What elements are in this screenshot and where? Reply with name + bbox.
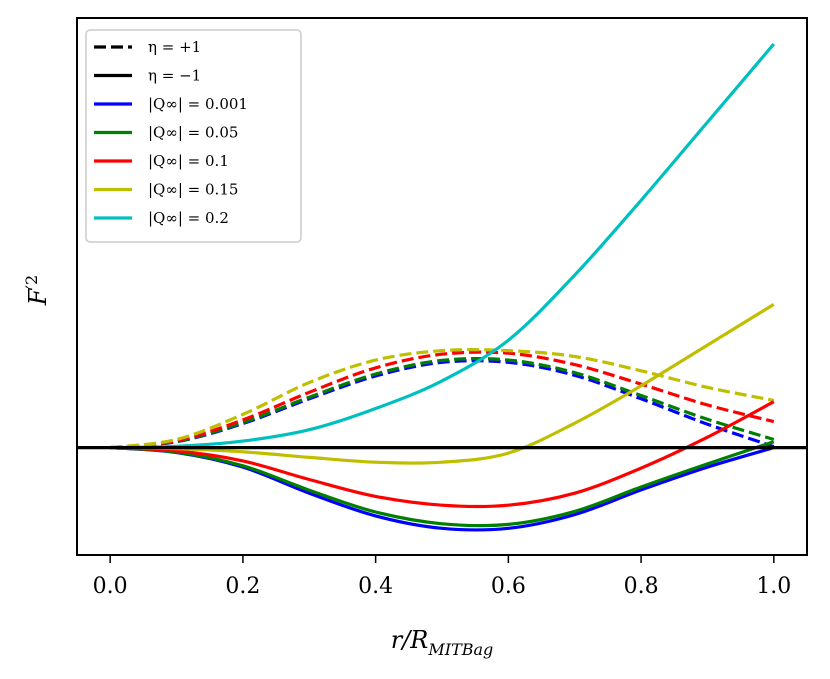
series-line-eta-minus-q-0.1-6: [110, 400, 775, 509]
x-axis-label: r/RMITBag: [391, 626, 494, 659]
legend-label: |Q∞| = 0.15: [148, 181, 238, 199]
legend-label: η = +1: [148, 38, 201, 56]
series-line-eta-plus-q-0.1-2: [110, 350, 775, 450]
series-line-eta-minus-q-0.05-5: [110, 440, 775, 528]
legend-label: |Q∞| = 0.001: [148, 95, 248, 113]
series-line-eta-plus-q-0.05-1: [110, 356, 775, 450]
x-tick-label: 0.2: [225, 574, 260, 599]
legend-label: η = −1: [148, 67, 201, 85]
x-tick-label: 0.4: [358, 574, 393, 599]
x-tick-label: 1.0: [756, 574, 791, 599]
x-ticks: 0.0 0.2 0.4 0.6 0.8 1.0: [93, 555, 791, 599]
x-tick-label: 0.0: [93, 574, 128, 599]
legend: η = +1 η = −1 |Q∞| = 0.001 |Q∞| = 0.05 |Q∞| …: [85, 29, 302, 243]
series-line-eta-minus-q-0.2-8: [110, 42, 776, 450]
series-line-eta-plus-q-0.001-0: [110, 359, 775, 450]
x-tick-label: 0.8: [624, 574, 659, 599]
y-axis-label: F′2: [22, 275, 52, 306]
series-layer: [77, 42, 807, 532]
x-tick-label: 0.6: [491, 574, 526, 599]
series-line-eta-minus-q-0.15-7: [110, 303, 775, 465]
series-line-eta-minus-q-0.001-4: [110, 446, 775, 532]
legend-label: |Q∞| = 0.2: [148, 209, 229, 227]
legend-label: |Q∞| = 0.1: [148, 152, 229, 170]
plot-frame: [76, 17, 808, 556]
legend-label: |Q∞| = 0.05: [148, 124, 238, 142]
legend-box: [85, 29, 302, 243]
